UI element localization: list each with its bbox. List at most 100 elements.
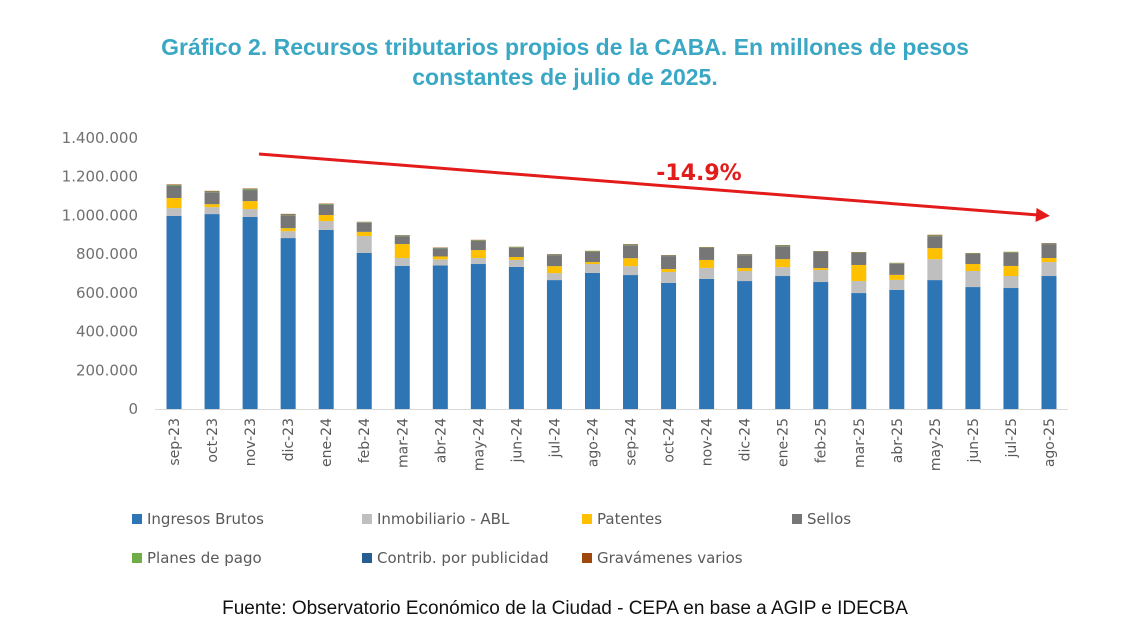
- bar-stack-feb-25: [813, 251, 829, 409]
- bar-segment-inmobiliario-abl: [1041, 262, 1057, 277]
- bar-stack-nov-24: [699, 246, 715, 409]
- bar-segment-ingresos-brutos: [470, 264, 486, 409]
- bar-segment-planes-de-pago: [1003, 252, 1019, 253]
- bar-segment-patentes: [623, 258, 639, 267]
- bar-segment-inmobiliario-abl: [166, 208, 182, 217]
- legend-item-inmobiliario-abl: Inmobiliario - ABL: [362, 510, 509, 528]
- x-tick-label: sep-24: [624, 418, 640, 466]
- bar-stack-may-24: [470, 239, 486, 409]
- chart-title-line2: constantes de julio de 2025.: [412, 64, 718, 90]
- x-tick-label: ene-24: [319, 418, 335, 467]
- bar-stack-feb-24: [356, 221, 372, 409]
- bar-stack-mar-24: [394, 235, 410, 409]
- bar-segment-patentes: [889, 274, 905, 280]
- legend-item-contrib-por-publicidad: Contrib. por publicidad: [362, 549, 549, 567]
- stacked-bar-chart: 0 200.000 400.000 600.000 800.000 1.000.000 1.…: [62, 129, 1068, 471]
- bar-segment-patentes: [470, 250, 486, 259]
- bar-segment-ingresos-brutos: [508, 266, 524, 409]
- bar-segment-sellos: [1041, 244, 1057, 259]
- bar-segment-inmobiliario-abl: [204, 207, 220, 215]
- bar-segment-sellos: [623, 245, 639, 259]
- bar-segment-inmobiliario-abl: [508, 259, 524, 267]
- bars: [166, 184, 1057, 409]
- bar-segment-patentes: [927, 248, 943, 260]
- x-tick-label: feb-24: [357, 418, 373, 463]
- bar-segment-inmobiliario-abl: [965, 270, 981, 288]
- x-tick-label: jul-25: [1004, 418, 1020, 459]
- bar-stack-mar-25: [851, 252, 867, 409]
- bar-segment-ingresos-brutos: [280, 238, 296, 409]
- legend-swatch: [132, 514, 142, 524]
- bar-segment-inmobiliario-abl: [394, 258, 410, 266]
- bar-segment-sellos: [813, 252, 829, 269]
- legend-label: Contrib. por publicidad: [377, 549, 549, 567]
- bar-segment-sellos: [584, 252, 600, 263]
- bar-stack-oct-23: [204, 190, 220, 409]
- bar-segment-ingresos-brutos: [318, 229, 334, 409]
- y-tick-label: 600.000: [76, 284, 138, 302]
- bar-segment-patentes: [737, 268, 753, 271]
- legend-item-patentes: Patentes: [582, 510, 662, 528]
- bar-segment-sellos: [546, 255, 562, 267]
- legend-swatch: [792, 514, 802, 524]
- bar-segment-sellos: [394, 236, 410, 245]
- bar-segment-planes-de-pago: [623, 244, 639, 246]
- bar-segment-patentes: [699, 259, 715, 268]
- trend-annotation: -14.9%: [258, 152, 1050, 222]
- bar-segment-inmobiliario-abl: [432, 259, 448, 266]
- bar-segment-patentes: [242, 201, 258, 210]
- bar-stack-jul-25: [1003, 251, 1019, 409]
- bar-segment-planes-de-pago: [927, 235, 943, 237]
- y-axis: 0 200.000 400.000 600.000 800.000 1.000.000 1.…: [62, 129, 138, 418]
- x-tick-label: oct-24: [662, 418, 678, 463]
- bar-stack-dic-24: [737, 254, 753, 409]
- bar-segment-grav-menes-varios: [204, 190, 220, 192]
- bar-segment-ingresos-brutos: [851, 293, 867, 409]
- bar-segment-sellos: [927, 236, 943, 249]
- bar-segment-patentes: [508, 257, 524, 260]
- bar-segment-patentes: [280, 228, 296, 232]
- bar-segment-inmobiliario-abl: [546, 273, 562, 281]
- bar-segment-inmobiliario-abl: [889, 279, 905, 290]
- trend-arrow-line: [258, 152, 1039, 217]
- bar-segment-planes-de-pago: [204, 191, 220, 193]
- bar-segment-patentes: [166, 198, 182, 209]
- x-tick-label: abr-24: [433, 418, 449, 463]
- x-tick-label: oct-23: [205, 418, 221, 463]
- bar-segment-inmobiliario-abl: [699, 267, 715, 279]
- bar-segment-patentes: [394, 244, 410, 259]
- bar-stack-may-25: [927, 234, 943, 409]
- trend-label: -14.9%: [656, 161, 741, 186]
- x-tick-label: nov-23: [243, 418, 259, 466]
- bar-segment-planes-de-pago: [584, 251, 600, 253]
- bar-segment-patentes: [775, 259, 791, 268]
- bar-segment-inmobiliario-abl: [280, 231, 296, 239]
- bar-segment-inmobiliario-abl: [623, 266, 639, 276]
- bar-segment-ingresos-brutos: [623, 275, 639, 409]
- bar-stack-abr-25: [889, 262, 905, 409]
- x-tick-label: ago-25: [1042, 418, 1058, 467]
- bar-segment-inmobiliario-abl: [584, 264, 600, 273]
- bar-segment-sellos: [889, 263, 905, 275]
- x-tick-label: dic-24: [738, 418, 754, 461]
- bar-segment-patentes: [965, 264, 981, 271]
- x-tick-label: ene-25: [776, 418, 792, 467]
- bar-stack-ago-24: [584, 250, 600, 409]
- bar-segment-patentes: [318, 215, 334, 222]
- bar-segment-planes-de-pago: [280, 214, 296, 216]
- x-tick-label: mar-24: [395, 418, 411, 468]
- bar-segment-inmobiliario-abl: [661, 271, 677, 283]
- bar-segment-sellos: [508, 247, 524, 258]
- bar-segment-patentes: [1003, 265, 1019, 277]
- y-tick-label: 1.200.000: [62, 168, 138, 186]
- bar-segment-ingresos-brutos: [661, 282, 677, 409]
- bar-stack-sep-23: [166, 184, 182, 409]
- bar-segment-grav-menes-varios: [280, 213, 296, 215]
- bar-segment-inmobiliario-abl: [318, 221, 334, 230]
- legend-item-grav-menes-varios: Gravámenes varios: [582, 549, 743, 567]
- x-tick-label: nov-24: [700, 418, 716, 466]
- x-tick-label: may-25: [928, 418, 944, 471]
- bar-segment-patentes: [546, 266, 562, 274]
- bar-segment-sellos: [166, 186, 182, 199]
- x-tick-label: jun-25: [966, 418, 982, 464]
